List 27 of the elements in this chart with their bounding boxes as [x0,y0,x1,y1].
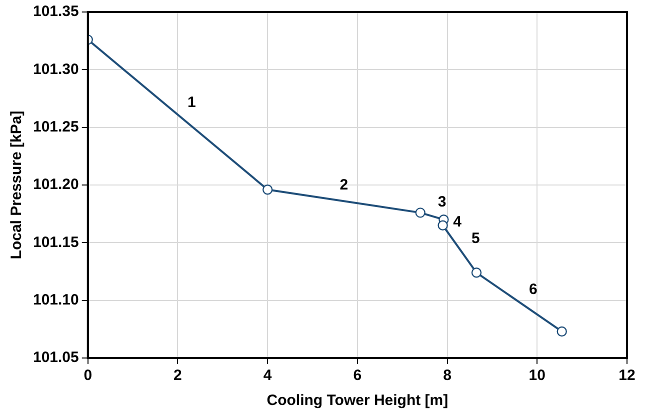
x-axis-title: Cooling Tower Height [m] [266,392,448,410]
x-tick-label: 0 [84,367,92,384]
y-tick-label: 101.15 [32,234,79,251]
y-tick-label: 101.20 [32,176,79,194]
annotation: 1 [188,94,196,111]
annotation: 3 [438,193,446,210]
point [556,326,567,337]
point [471,268,482,278]
y-tick-label: 101.30 [32,60,79,78]
point [438,220,448,230]
annotation: 2 [340,176,348,194]
y-tick-label: 101.25 [32,118,79,136]
x-tick-label: 8 [443,367,452,384]
y-tick-label: 101.05 [32,349,79,366]
y-axis-title: Local Pressure [kPa] [8,110,26,260]
y-tick-label: 101.35 [32,3,79,20]
x-tick-label: 12 [618,367,636,384]
y-tick-label: 101.10 [32,291,79,308]
x-tick-label: 10 [528,367,546,384]
annotation: 5 [471,230,480,248]
x-tick-label: 4 [263,367,272,384]
x-tick-label: 6 [353,367,362,384]
point [262,184,273,195]
point [415,208,426,218]
annotation: 6 [529,281,538,298]
annotation: 4 [453,214,462,231]
x-tick-label: 2 [174,367,182,384]
